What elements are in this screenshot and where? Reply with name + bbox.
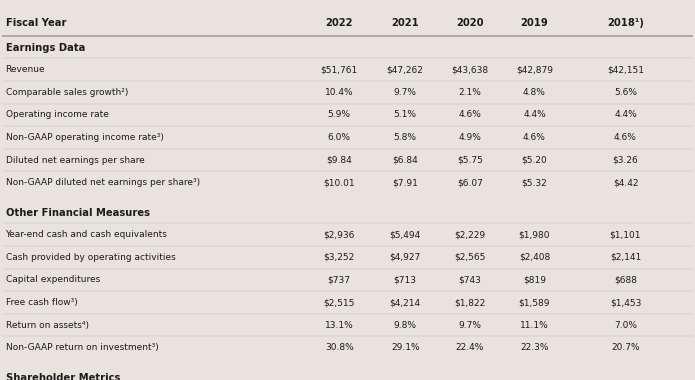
Text: $43,638: $43,638 — [451, 65, 489, 74]
Text: $5.20: $5.20 — [521, 155, 548, 165]
Text: Other Financial Measures: Other Financial Measures — [6, 208, 149, 218]
Text: Capital expenditures: Capital expenditures — [6, 276, 100, 285]
Text: 29.1%: 29.1% — [391, 343, 420, 352]
Text: 2019: 2019 — [521, 17, 548, 28]
Text: Shareholder Metrics: Shareholder Metrics — [6, 374, 120, 380]
Text: $5.75: $5.75 — [457, 155, 483, 165]
Text: 4.6%: 4.6% — [614, 133, 637, 142]
Text: Comparable sales growth²): Comparable sales growth²) — [6, 88, 128, 97]
Text: $1,453: $1,453 — [610, 298, 641, 307]
Text: $7.91: $7.91 — [392, 178, 418, 187]
Text: 11.1%: 11.1% — [520, 321, 549, 330]
Text: $2,565: $2,565 — [454, 253, 486, 262]
Text: 4.4%: 4.4% — [614, 110, 637, 119]
Text: $4.42: $4.42 — [613, 178, 638, 187]
Text: $2,141: $2,141 — [610, 253, 641, 262]
Text: 4.4%: 4.4% — [523, 110, 546, 119]
Text: 9.7%: 9.7% — [393, 88, 417, 97]
Text: $713: $713 — [393, 276, 417, 285]
Text: $47,262: $47,262 — [386, 65, 424, 74]
Text: 9.8%: 9.8% — [393, 321, 417, 330]
Text: $2,515: $2,515 — [323, 298, 355, 307]
Text: 5.6%: 5.6% — [614, 88, 637, 97]
Text: $2,936: $2,936 — [323, 230, 355, 239]
Text: 6.0%: 6.0% — [327, 133, 351, 142]
Text: Non-GAAP return on investment³): Non-GAAP return on investment³) — [6, 343, 158, 352]
Text: Year-end cash and cash equivalents: Year-end cash and cash equivalents — [6, 230, 167, 239]
Text: 5.9%: 5.9% — [327, 110, 351, 119]
Text: $5,494: $5,494 — [390, 230, 420, 239]
Text: Return on assets⁴): Return on assets⁴) — [6, 321, 88, 330]
Text: Operating income rate: Operating income rate — [6, 110, 108, 119]
Text: $2,408: $2,408 — [519, 253, 550, 262]
Text: Non-GAAP diluted net earnings per share³): Non-GAAP diluted net earnings per share³… — [6, 178, 199, 187]
Text: 4.9%: 4.9% — [459, 133, 481, 142]
Text: 7.0%: 7.0% — [614, 321, 637, 330]
Text: $1,101: $1,101 — [610, 230, 641, 239]
Text: 22.3%: 22.3% — [520, 343, 549, 352]
Text: Non-GAAP operating income rate³): Non-GAAP operating income rate³) — [6, 133, 163, 142]
Text: $3.26: $3.26 — [612, 155, 639, 165]
Text: $6.84: $6.84 — [392, 155, 418, 165]
Text: Diluted net earnings per share: Diluted net earnings per share — [6, 155, 145, 165]
Text: 2.1%: 2.1% — [459, 88, 481, 97]
Text: 2020: 2020 — [456, 17, 484, 28]
Text: $42,151: $42,151 — [607, 65, 644, 74]
Text: $6.07: $6.07 — [457, 178, 483, 187]
Text: 4.6%: 4.6% — [523, 133, 546, 142]
Text: $5.32: $5.32 — [521, 178, 548, 187]
Text: $51,761: $51,761 — [320, 65, 358, 74]
Text: $42,879: $42,879 — [516, 65, 553, 74]
Text: 20.7%: 20.7% — [611, 343, 640, 352]
Text: Fiscal Year: Fiscal Year — [6, 17, 66, 28]
Text: $737: $737 — [327, 276, 351, 285]
Text: 2018¹): 2018¹) — [607, 17, 644, 28]
Text: 5.8%: 5.8% — [393, 133, 417, 142]
Text: $743: $743 — [459, 276, 481, 285]
Text: 4.8%: 4.8% — [523, 88, 546, 97]
Text: 13.1%: 13.1% — [325, 321, 354, 330]
Text: $9.84: $9.84 — [326, 155, 352, 165]
Text: 2022: 2022 — [325, 17, 353, 28]
Text: 9.7%: 9.7% — [458, 321, 482, 330]
Text: $819: $819 — [523, 276, 546, 285]
Text: $1,980: $1,980 — [518, 230, 550, 239]
Text: Cash provided by operating activities: Cash provided by operating activities — [6, 253, 175, 262]
Text: 22.4%: 22.4% — [456, 343, 484, 352]
Text: 10.4%: 10.4% — [325, 88, 354, 97]
Text: 30.8%: 30.8% — [325, 343, 354, 352]
Text: 2021: 2021 — [391, 17, 419, 28]
Text: $4,927: $4,927 — [390, 253, 420, 262]
Text: $4,214: $4,214 — [390, 298, 420, 307]
Text: $3,252: $3,252 — [324, 253, 354, 262]
Text: Revenue: Revenue — [6, 65, 45, 74]
Text: $10.01: $10.01 — [323, 178, 355, 187]
Text: Earnings Data: Earnings Data — [6, 43, 85, 53]
Text: $688: $688 — [614, 276, 637, 285]
Text: $2,229: $2,229 — [455, 230, 485, 239]
Text: $1,589: $1,589 — [518, 298, 550, 307]
Text: 4.6%: 4.6% — [459, 110, 481, 119]
Text: $1,822: $1,822 — [455, 298, 485, 307]
Text: 5.1%: 5.1% — [393, 110, 417, 119]
Text: Free cash flow³): Free cash flow³) — [6, 298, 77, 307]
